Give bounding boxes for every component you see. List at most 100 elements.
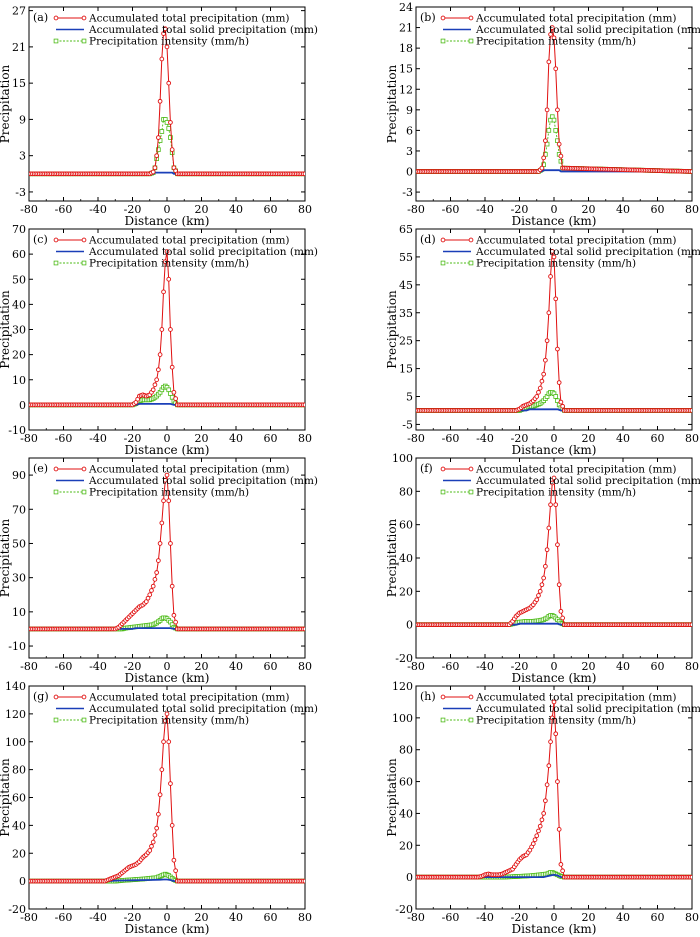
y-tick-label: 15 (12, 77, 26, 90)
legend: Accumulated total precipitation (mm)Accu… (53, 235, 318, 270)
circle-marker-icon (440, 694, 446, 700)
legend-label-solid: Accumulated total solid precipitation (m… (475, 246, 700, 258)
total-point (537, 588, 543, 594)
total-point (168, 120, 173, 125)
y-tick-label: -3 (15, 186, 26, 199)
legend-item-total: Accumulated total precipitation (mm) (53, 235, 290, 247)
total-point (548, 502, 553, 508)
x-tick-label: -80 (20, 432, 38, 445)
x-tick-label: -20 (511, 203, 529, 216)
legend-item-intensity: Precipitation intensity (mm/h) (440, 36, 636, 48)
legend: Accumulated total precipitation (mm)Accu… (53, 692, 318, 727)
x-tick-label: 0 (164, 203, 171, 216)
x-tick-label: 20 (582, 911, 596, 924)
legend-item-solid: Accumulated total solid precipitation (m… (443, 703, 700, 715)
total-point (689, 622, 692, 628)
chart-panel-f: -80 -60 -40 -20 0 20 40 60 80 -20 0 20 40 60 80 100 Dist… (385, 452, 700, 685)
x-tick-label: 60 (264, 203, 278, 216)
legend-label-intensity: Precipitation intensity (mm/h) (476, 715, 636, 727)
total-point (154, 570, 159, 575)
y-tick-label: 0 (19, 875, 26, 888)
total-point (543, 563, 548, 569)
y-axis-title: Precipitation (385, 518, 399, 597)
total-point (539, 165, 545, 171)
x-tick-label: 80 (298, 660, 312, 673)
y-tick-label: 60 (12, 248, 26, 261)
legend-item-solid: Accumulated total solid precipitation (m… (443, 246, 700, 258)
x-tick-label: -60 (55, 660, 73, 673)
total-point (166, 739, 172, 745)
chart-panel-h: -80 -60 -40 -20 0 20 40 60 80 -20 0 20 40 60 80 100 120 D… (385, 680, 700, 936)
legend-label-solid: Accumulated total solid precipitation (m… (88, 703, 318, 715)
total-point (157, 352, 163, 357)
legend-item-total: Accumulated total precipitation (mm) (440, 692, 677, 704)
legend-label-solid: Accumulated total solid precipitation (m… (475, 24, 700, 36)
total-point (558, 608, 564, 614)
y-tick-label: 40 (12, 298, 26, 311)
x-tick-label: 40 (616, 203, 630, 216)
square-marker-icon (440, 717, 446, 723)
y-tick-label: -10 (8, 640, 26, 653)
total-point (154, 153, 159, 159)
total-point (147, 848, 153, 853)
x-tick-label: -60 (55, 432, 73, 445)
series-group (416, 248, 692, 413)
total-point (555, 542, 560, 548)
legend-item-solid: Accumulated total solid precipitation (m… (443, 24, 700, 36)
y-tick-label: 0 (406, 166, 413, 179)
intensity-point (159, 129, 165, 134)
y-tick-label: 70 (12, 223, 26, 236)
total-point (560, 615, 565, 621)
y-tick-label: 21 (399, 22, 413, 35)
circle-marker-icon (81, 237, 87, 243)
x-tick-label: 80 (298, 203, 312, 216)
x-tick-label: 0 (164, 432, 171, 445)
y-tick-label: 25 (399, 335, 413, 348)
intensity-point (546, 128, 552, 133)
x-tick-label: -20 (511, 432, 529, 445)
y-tick-label: 55 (399, 251, 413, 264)
y-tick-label: -20 (8, 903, 26, 916)
x-tick-label: 80 (685, 660, 699, 673)
x-axis-title: Distance (km) (512, 443, 597, 457)
total-point (147, 592, 153, 598)
x-tick-label: 20 (582, 660, 596, 673)
legend-label-total: Accumulated total precipitation (mm) (88, 235, 290, 247)
total-point (166, 498, 172, 504)
total-point (152, 382, 158, 388)
total-point (546, 59, 552, 65)
total-point (157, 792, 163, 798)
y-tick-label: 40 (399, 807, 413, 820)
total-point (558, 399, 564, 405)
total-point (150, 169, 156, 175)
legend-item-solid: Accumulated total solid precipitation (m… (56, 475, 318, 487)
total-point (534, 597, 540, 603)
y-tick-label: 80 (12, 764, 26, 777)
legend: Accumulated total precipitation (mm)Accu… (440, 692, 700, 727)
y-tick-label: 0 (19, 399, 26, 412)
total-point (546, 525, 552, 531)
total-point (541, 811, 546, 816)
total-point (162, 259, 168, 265)
total-point (168, 327, 173, 332)
intensity-point (551, 117, 557, 123)
series-line-total (416, 477, 692, 626)
x-tick-label: -20 (124, 203, 142, 216)
x-axis-title: Distance (km) (512, 214, 597, 228)
total-point (168, 541, 173, 546)
legend-item-intensity: Precipitation intensity (mm/h) (53, 715, 249, 727)
square-marker-icon (53, 38, 59, 44)
x-tick-label: -80 (20, 203, 38, 216)
intensity-point (168, 135, 173, 140)
y-tick-label: 24 (399, 1, 413, 14)
x-tick-label: -40 (89, 660, 107, 673)
intensity-point (166, 387, 172, 393)
panel-label: (a) (33, 11, 48, 24)
series-line-total (29, 713, 305, 882)
x-tick-label: -40 (89, 432, 107, 445)
legend-label-solid: Accumulated total solid precipitation (m… (475, 703, 700, 715)
total-point (162, 26, 168, 32)
total-point (169, 364, 175, 370)
series-group (29, 249, 305, 408)
y-tick-label: 80 (399, 485, 413, 498)
